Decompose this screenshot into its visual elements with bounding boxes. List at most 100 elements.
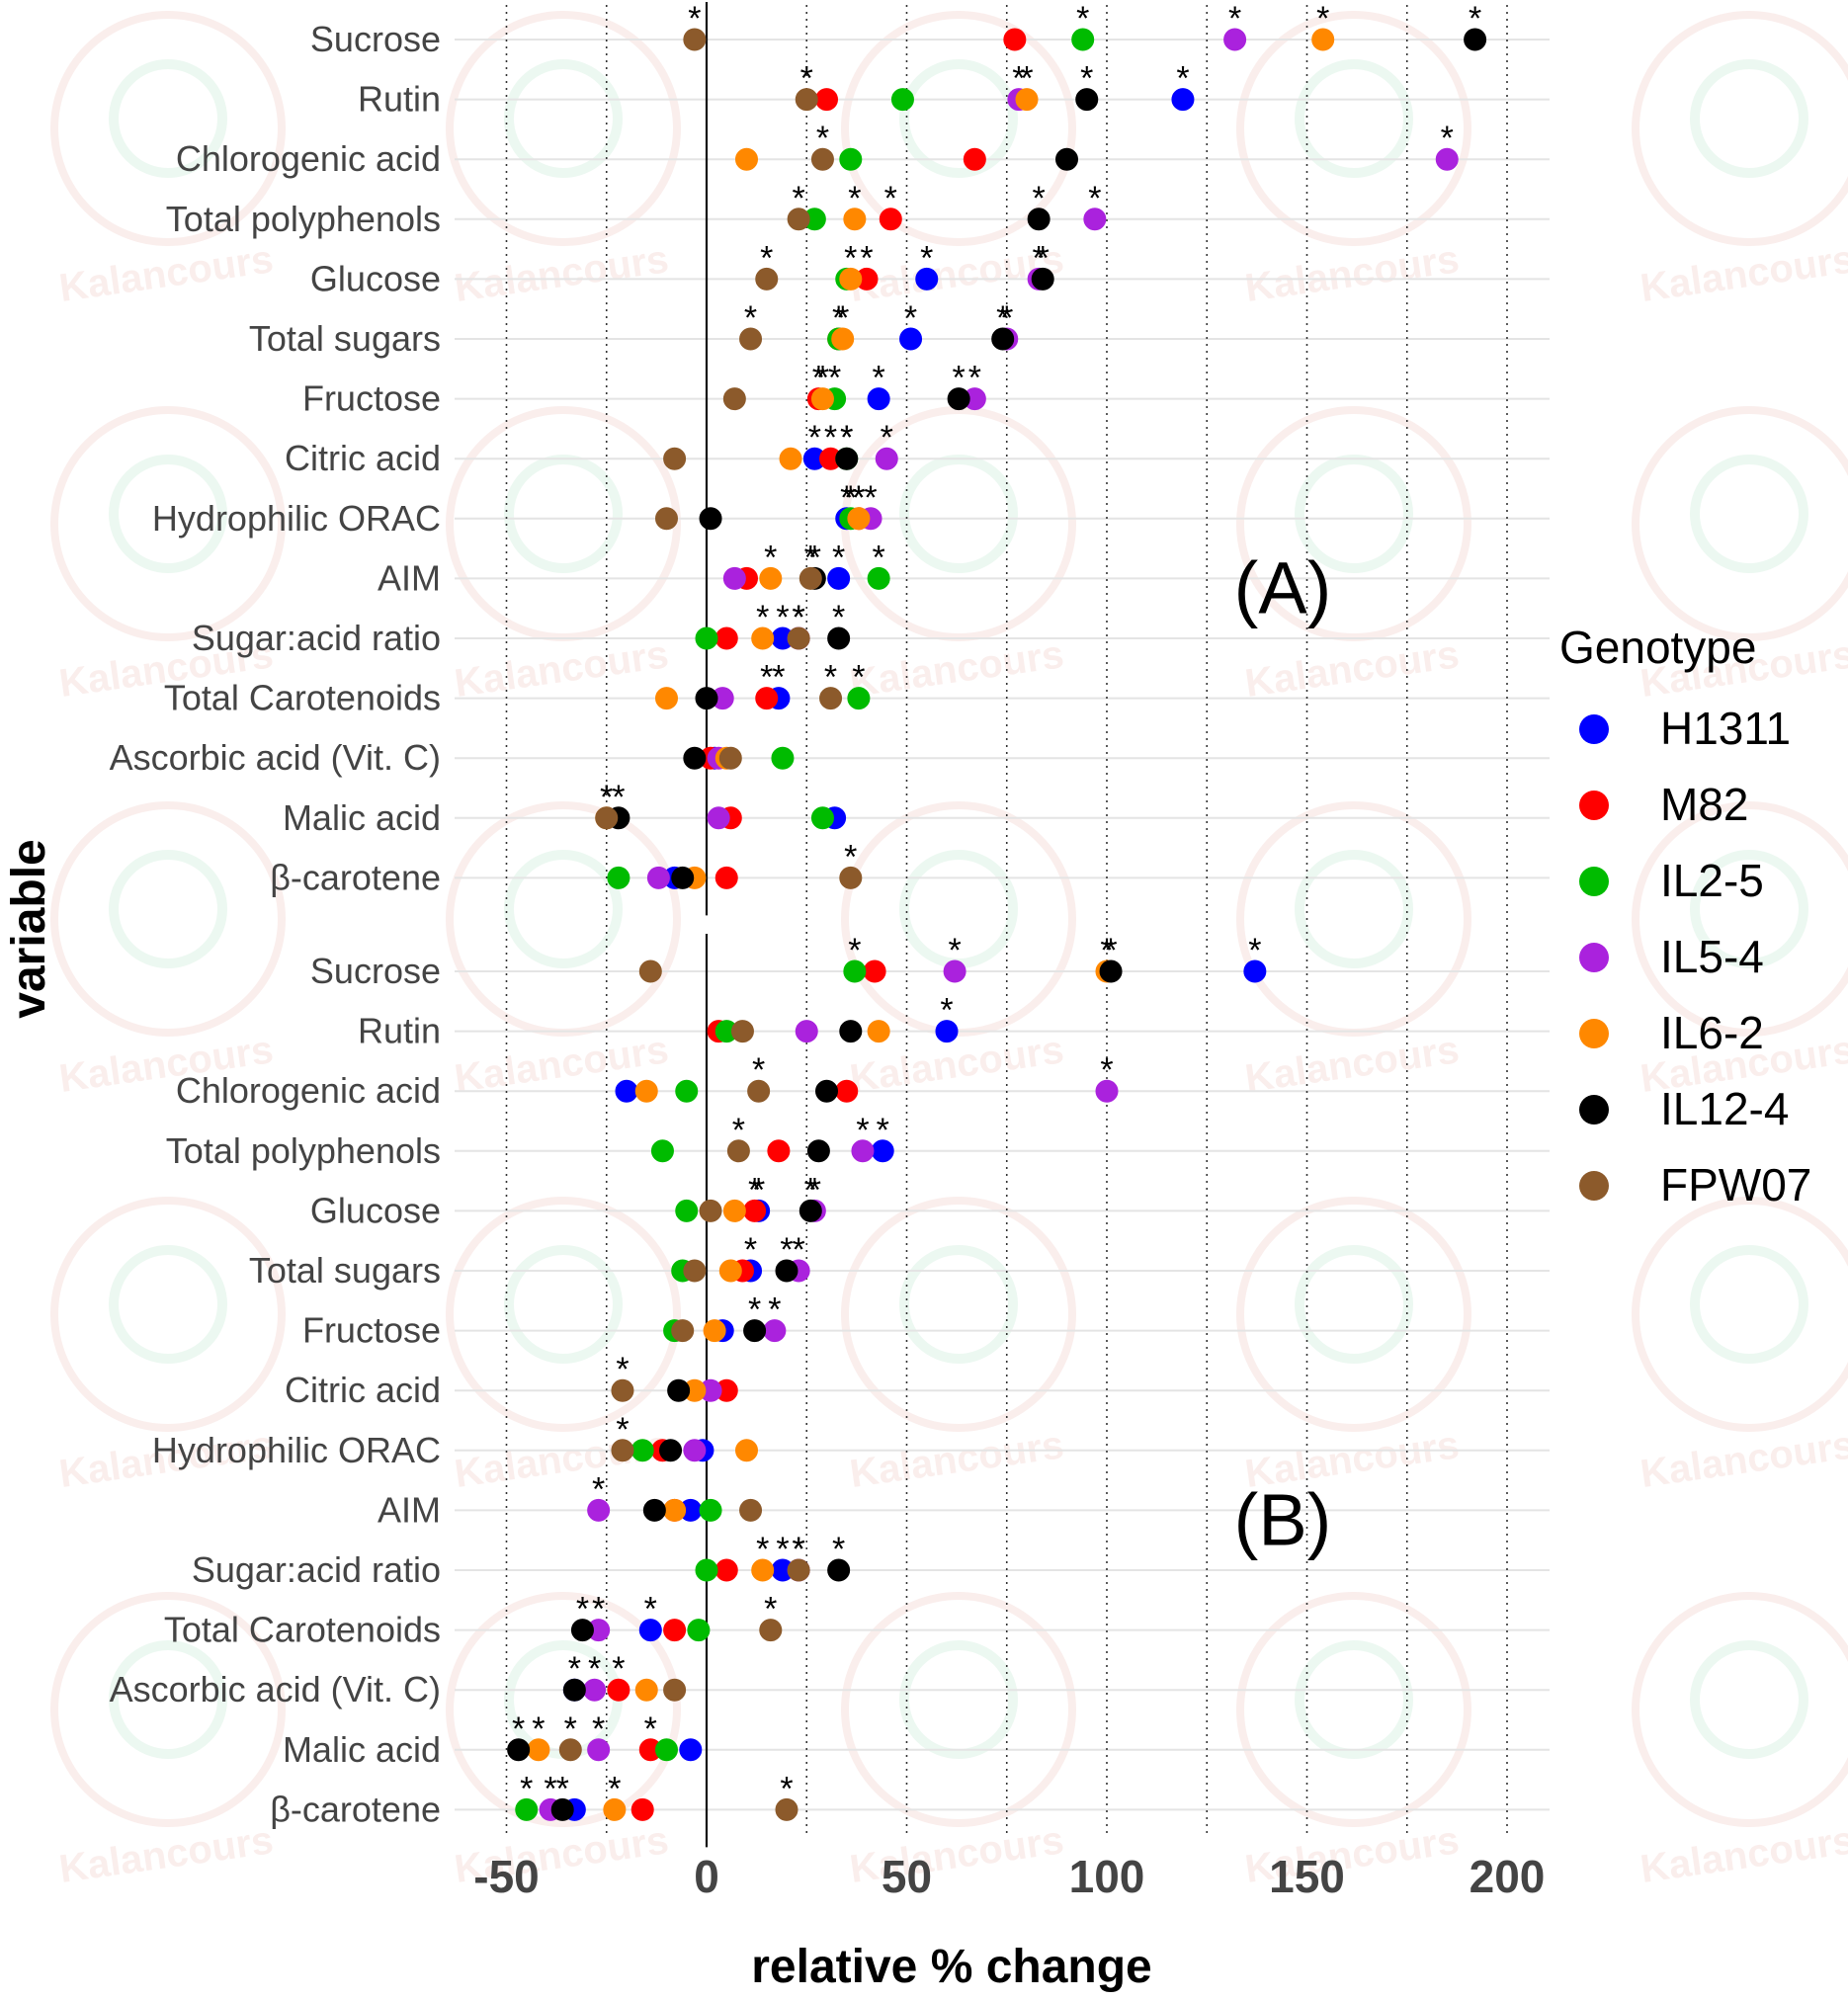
significance-star: * bbox=[824, 419, 837, 457]
y-tick-label: AIM bbox=[378, 1489, 441, 1530]
x-tick-label: 50 bbox=[882, 1851, 932, 1902]
significance-star: * bbox=[804, 1171, 817, 1209]
legend-label: M82 bbox=[1660, 779, 1748, 830]
data-point bbox=[1027, 208, 1050, 231]
data-point bbox=[607, 1678, 630, 1702]
significance-star: * bbox=[1088, 180, 1101, 217]
significance-star: * bbox=[873, 539, 885, 576]
legend-key bbox=[1579, 1095, 1609, 1125]
y-tick-label: Malic acid bbox=[283, 1729, 441, 1770]
significance-star: * bbox=[808, 419, 821, 457]
data-point bbox=[683, 1439, 707, 1462]
data-point bbox=[642, 1498, 666, 1522]
data-point bbox=[1031, 267, 1054, 291]
data-point bbox=[759, 566, 783, 590]
significance-star: * bbox=[940, 992, 953, 1030]
significance-star: * bbox=[793, 599, 805, 636]
significance-star: * bbox=[996, 299, 1009, 337]
data-point bbox=[751, 1558, 775, 1582]
significance-star: * bbox=[760, 659, 773, 697]
y-tick-label: Total Carotenoids bbox=[164, 678, 441, 718]
data-point bbox=[755, 687, 779, 710]
legend-key bbox=[1579, 1171, 1609, 1201]
data-point bbox=[806, 1139, 830, 1163]
significance-star: * bbox=[1228, 0, 1241, 38]
data-point bbox=[847, 507, 871, 531]
significance-star: * bbox=[844, 838, 857, 875]
data-point bbox=[1099, 959, 1123, 983]
data-point bbox=[603, 1797, 627, 1821]
significance-star: * bbox=[1100, 1051, 1113, 1089]
significance-star: * bbox=[1469, 0, 1481, 38]
data-point bbox=[714, 626, 738, 650]
significance-star: * bbox=[832, 299, 845, 337]
data-point bbox=[695, 626, 718, 650]
data-point bbox=[659, 1439, 683, 1462]
significance-star: * bbox=[588, 1650, 601, 1688]
significance-star: * bbox=[804, 539, 817, 576]
significance-star: * bbox=[816, 120, 829, 157]
significance-star: * bbox=[793, 1531, 805, 1568]
data-point bbox=[675, 1079, 699, 1103]
data-point bbox=[687, 1619, 711, 1642]
data-point bbox=[587, 1738, 611, 1762]
data-point bbox=[558, 1738, 582, 1762]
significance-star: * bbox=[873, 360, 885, 397]
significance-star: * bbox=[836, 299, 849, 337]
panel-label: (B) bbox=[1234, 1478, 1332, 1560]
y-tick-label: Ascorbic acid (Vit. C) bbox=[110, 1669, 441, 1709]
significance-star: * bbox=[764, 539, 777, 576]
watermark-logo: Kalancours bbox=[1632, 11, 1848, 310]
data-point bbox=[810, 387, 834, 411]
significance-star: * bbox=[840, 419, 853, 457]
significance-star: * bbox=[544, 1770, 556, 1807]
data-point bbox=[1171, 88, 1195, 112]
data-point bbox=[735, 1439, 758, 1462]
watermark-text: Kalancours bbox=[1242, 1028, 1462, 1101]
legend-label: IL2-5 bbox=[1660, 855, 1764, 906]
x-tick-labels: -50 0 50 100 150 200 bbox=[473, 1851, 1545, 1902]
significance-star: * bbox=[824, 659, 837, 697]
data-point bbox=[663, 1498, 687, 1522]
y-axis-title: variable bbox=[3, 839, 55, 1018]
significance-star: * bbox=[1037, 239, 1050, 277]
legend-label: H1311 bbox=[1660, 703, 1791, 754]
data-point bbox=[695, 687, 718, 710]
watermark-logo: Kalancours bbox=[841, 1197, 1076, 1496]
data-point bbox=[1464, 28, 1487, 51]
data-point bbox=[827, 626, 851, 650]
panel-labels: (A) (B) bbox=[1234, 546, 1332, 1560]
data-point bbox=[634, 1079, 658, 1103]
data-point bbox=[787, 208, 810, 231]
y-tick-label: Total Carotenoids bbox=[164, 1610, 441, 1650]
data-point bbox=[562, 1678, 586, 1702]
data-point bbox=[570, 1619, 594, 1642]
significance-star: * bbox=[1176, 60, 1189, 98]
significance-star: * bbox=[576, 1591, 589, 1628]
significance-star: * bbox=[600, 779, 613, 816]
y-tick-label: Sugar:acid ratio bbox=[192, 1549, 441, 1590]
data-point bbox=[718, 746, 742, 770]
data-point bbox=[787, 1558, 810, 1582]
data-point bbox=[755, 267, 779, 291]
significance-star: * bbox=[812, 360, 825, 397]
significance-star: * bbox=[840, 479, 853, 517]
watermark-text: Kalancours bbox=[56, 1818, 276, 1891]
data-point bbox=[835, 1079, 859, 1103]
watermark-text: Kalancours bbox=[1638, 1818, 1848, 1891]
significance-star: * bbox=[612, 1650, 625, 1688]
data-point bbox=[835, 447, 859, 470]
significance-star: * bbox=[800, 60, 813, 98]
data-point bbox=[819, 687, 843, 710]
significance-star: * bbox=[688, 0, 701, 38]
data-point bbox=[843, 959, 867, 983]
watermark-logo: Kalancours bbox=[1632, 1592, 1848, 1891]
significance-star: * bbox=[848, 932, 861, 969]
significance-star: * bbox=[644, 1591, 657, 1628]
significance-star: * bbox=[592, 1591, 605, 1628]
watermark-text: Kalancours bbox=[847, 1423, 1066, 1496]
y-tick-label: Chlorogenic acid bbox=[176, 1070, 441, 1111]
significance-star: * bbox=[600, 779, 613, 816]
significance-star: * bbox=[520, 1770, 533, 1807]
